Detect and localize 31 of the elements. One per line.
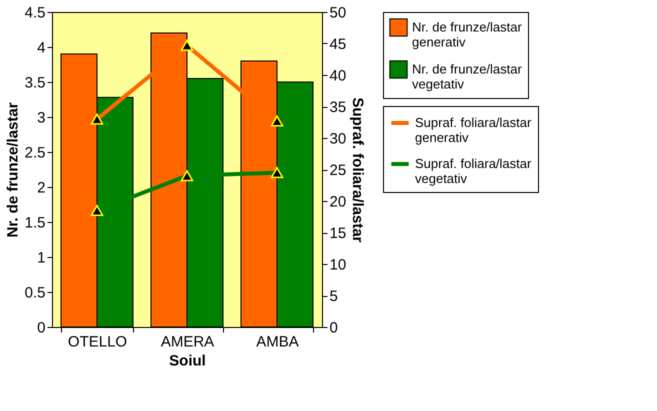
legend-label: Supraf. foliara/lastar vegetativ	[415, 156, 532, 186]
y2-tick-label: 35	[330, 99, 346, 116]
y-tick-label: 1.5	[24, 214, 46, 232]
y-tick-label: 0	[37, 320, 46, 336]
y2-tick-label: 45	[330, 36, 346, 53]
y-tick-label: 0.5	[24, 284, 46, 302]
y-tick-label: 2	[37, 180, 46, 196]
y-tick-label: 4	[37, 40, 46, 56]
y-tick-label: 1	[37, 250, 46, 266]
y-tick-label: 3	[37, 110, 46, 126]
y2-tick-label: 0	[330, 320, 338, 336]
y-tick-label: 3.5	[24, 74, 46, 92]
y2-tick-label: 10	[330, 256, 346, 274]
y-tick-label: 2.5	[24, 144, 46, 162]
legend-label: Supraf. foliara/lastar generativ	[415, 115, 532, 145]
y2-tick-label: 15	[330, 225, 346, 242]
y-axis-title: Nr. de frunze/lastar	[4, 102, 22, 238]
x-tick-label: OTELLO	[68, 334, 128, 350]
legend-label: Nr. de frunze/lastar vegetativ	[412, 62, 522, 92]
x-tick-label: AMERA	[160, 334, 214, 350]
y2-tick-label: 25	[330, 162, 346, 179]
y2-tick-label: 20	[330, 194, 346, 210]
y2-axis-title: Supraf. foliara/lastar	[349, 97, 366, 243]
y2-tick-label: 40	[330, 68, 346, 84]
legend-label: Nr. de frunze/lastar generativ	[412, 20, 522, 50]
x-axis-title: Soiul	[169, 352, 206, 370]
y-tick-label: 4.5	[24, 4, 46, 22]
y2-tick-label: 30	[330, 130, 346, 148]
x-tick-label: AMBA	[256, 334, 299, 350]
y2-tick-label: 5	[330, 288, 338, 305]
y2-tick-label: 50	[330, 4, 346, 22]
